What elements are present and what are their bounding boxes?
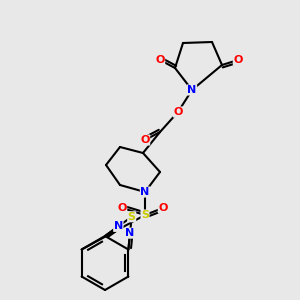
Text: O: O xyxy=(117,203,127,213)
Text: S: S xyxy=(141,210,149,220)
Text: N: N xyxy=(140,187,150,197)
Text: O: O xyxy=(140,135,150,145)
Text: N: N xyxy=(114,221,123,231)
Text: O: O xyxy=(155,55,165,65)
Text: O: O xyxy=(233,55,243,65)
Text: O: O xyxy=(158,203,168,213)
Text: N: N xyxy=(125,228,135,238)
Text: S: S xyxy=(128,212,136,222)
Text: N: N xyxy=(188,85,196,95)
Text: O: O xyxy=(173,107,183,117)
